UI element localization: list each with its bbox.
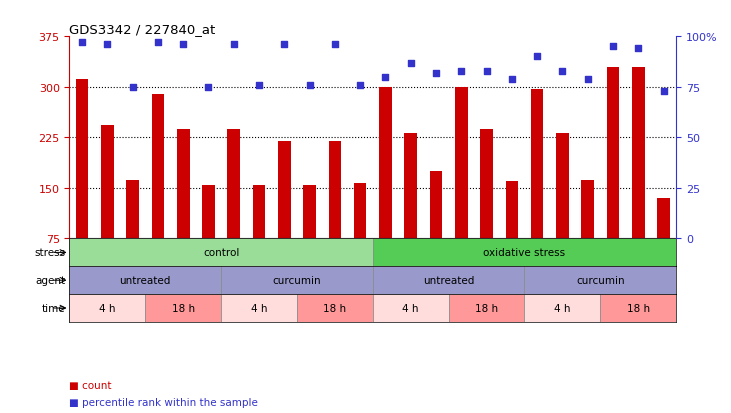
Bar: [101, 126, 114, 239]
Bar: [524, 267, 676, 294]
Bar: [221, 267, 373, 294]
Bar: [373, 267, 525, 294]
Text: stress: stress: [34, 248, 66, 258]
Point: [228, 42, 240, 49]
Text: 4 h: 4 h: [554, 303, 571, 313]
Bar: [524, 294, 600, 322]
Text: curcumin: curcumin: [576, 275, 625, 285]
Bar: [253, 185, 265, 239]
Text: 4 h: 4 h: [251, 303, 268, 313]
Point: [632, 46, 644, 52]
Point: [481, 68, 493, 75]
Point: [178, 42, 189, 49]
Bar: [76, 80, 88, 239]
Bar: [600, 294, 676, 322]
Text: 18 h: 18 h: [475, 303, 498, 313]
Bar: [556, 133, 569, 239]
Point: [76, 40, 88, 47]
Bar: [69, 239, 373, 267]
Text: oxidative stress: oxidative stress: [483, 248, 566, 258]
Bar: [227, 130, 240, 239]
Point: [506, 76, 518, 83]
Point: [379, 74, 391, 81]
Bar: [632, 67, 645, 239]
Text: GDS3342 / 227840_at: GDS3342 / 227840_at: [69, 23, 216, 36]
Text: 18 h: 18 h: [172, 303, 194, 313]
Text: curcumin: curcumin: [273, 275, 322, 285]
Text: 4 h: 4 h: [403, 303, 419, 313]
Text: untreated: untreated: [120, 275, 171, 285]
Bar: [430, 172, 442, 239]
Bar: [126, 180, 139, 239]
Text: 18 h: 18 h: [626, 303, 650, 313]
Bar: [455, 88, 468, 239]
Bar: [354, 184, 366, 239]
Point: [202, 84, 214, 91]
Bar: [404, 133, 417, 239]
Text: time: time: [42, 303, 66, 313]
Point: [582, 76, 594, 83]
Text: ■ percentile rank within the sample: ■ percentile rank within the sample: [69, 397, 258, 407]
Point: [455, 68, 467, 75]
Bar: [303, 185, 316, 239]
Text: 18 h: 18 h: [323, 303, 346, 313]
Bar: [151, 95, 164, 239]
Text: ■ count: ■ count: [69, 380, 112, 390]
Text: 4 h: 4 h: [99, 303, 115, 313]
Bar: [379, 88, 392, 239]
Bar: [506, 182, 518, 239]
Point: [279, 42, 290, 49]
Point: [253, 82, 265, 89]
Text: control: control: [203, 248, 239, 258]
Bar: [449, 294, 525, 322]
Bar: [297, 294, 373, 322]
Bar: [177, 130, 189, 239]
Bar: [657, 199, 670, 239]
Bar: [531, 90, 543, 239]
Text: agent: agent: [36, 275, 66, 285]
Bar: [607, 67, 619, 239]
Point: [607, 44, 619, 50]
Text: untreated: untreated: [423, 275, 474, 285]
Bar: [145, 294, 221, 322]
Bar: [69, 294, 145, 322]
Point: [329, 42, 341, 49]
Point: [102, 42, 113, 49]
Bar: [581, 180, 594, 239]
Bar: [69, 267, 221, 294]
Bar: [328, 141, 341, 239]
Point: [304, 82, 316, 89]
Point: [531, 54, 543, 61]
Point: [430, 70, 442, 77]
Bar: [202, 185, 215, 239]
Bar: [480, 130, 493, 239]
Bar: [373, 294, 449, 322]
Point: [126, 84, 138, 91]
Point: [355, 82, 366, 89]
Point: [152, 40, 164, 47]
Point: [556, 68, 568, 75]
Bar: [221, 294, 297, 322]
Bar: [373, 239, 676, 267]
Point: [405, 60, 417, 67]
Bar: [278, 141, 291, 239]
Point: [658, 88, 670, 95]
